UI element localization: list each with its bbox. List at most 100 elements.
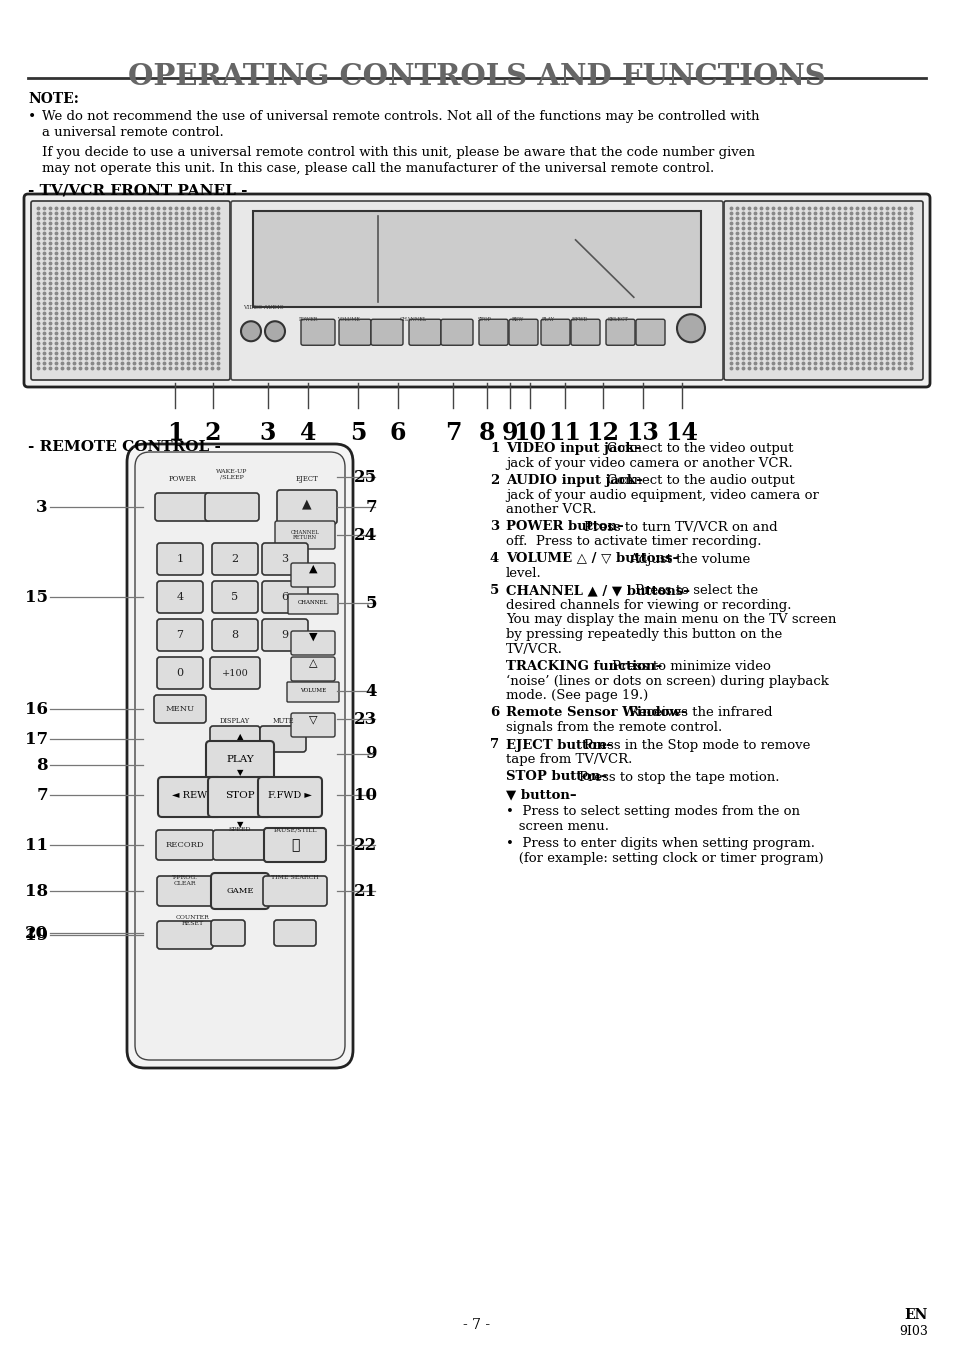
Circle shape	[241, 321, 261, 341]
Text: PAUSE/STILL: PAUSE/STILL	[273, 828, 316, 832]
FancyBboxPatch shape	[158, 776, 222, 817]
Text: Press to stop the tape motion.: Press to stop the tape motion.	[578, 771, 779, 783]
Text: ▽: ▽	[309, 714, 317, 724]
Text: 24: 24	[354, 527, 376, 543]
Text: Press in the Stop mode to remove: Press in the Stop mode to remove	[584, 739, 810, 751]
Text: REW: REW	[512, 317, 523, 322]
Text: 5: 5	[232, 592, 238, 603]
Text: 11: 11	[548, 421, 581, 445]
Text: 1: 1	[176, 554, 183, 563]
Text: off.  Press to activate timer recording.: off. Press to activate timer recording.	[505, 535, 760, 549]
FancyBboxPatch shape	[301, 319, 335, 345]
Text: VOLUME △ / ▽ buttons–: VOLUME △ / ▽ buttons–	[505, 553, 683, 566]
FancyBboxPatch shape	[156, 830, 213, 860]
Text: You may display the main menu on the TV screen: You may display the main menu on the TV …	[505, 613, 836, 627]
FancyBboxPatch shape	[212, 543, 257, 576]
FancyBboxPatch shape	[478, 319, 507, 345]
FancyBboxPatch shape	[154, 493, 211, 520]
Text: •  Press to select setting modes from the on: • Press to select setting modes from the…	[505, 806, 800, 818]
Text: 14: 14	[665, 421, 698, 445]
Text: CHANNEL
RETURN: CHANNEL RETURN	[291, 530, 319, 541]
FancyBboxPatch shape	[157, 921, 213, 949]
Text: 13: 13	[626, 421, 659, 445]
Text: 2: 2	[490, 474, 498, 487]
Text: 6: 6	[390, 421, 406, 445]
Text: Remote Sensor Window–: Remote Sensor Window–	[505, 706, 691, 720]
Text: 7: 7	[176, 630, 183, 640]
Text: ▼: ▼	[236, 768, 243, 778]
Text: 8: 8	[232, 630, 238, 640]
Text: 6: 6	[490, 706, 498, 720]
Text: signals from the remote control.: signals from the remote control.	[505, 721, 721, 735]
Text: EJECT: EJECT	[295, 474, 318, 483]
FancyBboxPatch shape	[211, 919, 245, 946]
FancyBboxPatch shape	[263, 876, 327, 906]
FancyBboxPatch shape	[157, 581, 203, 613]
FancyBboxPatch shape	[509, 319, 537, 345]
FancyBboxPatch shape	[409, 319, 440, 345]
FancyBboxPatch shape	[153, 696, 206, 723]
Text: MENU: MENU	[165, 705, 194, 713]
Text: 3: 3	[259, 421, 276, 445]
Text: CHANNEL: CHANNEL	[297, 600, 328, 605]
FancyBboxPatch shape	[231, 201, 722, 380]
Text: another VCR.: another VCR.	[505, 503, 596, 516]
FancyBboxPatch shape	[206, 741, 274, 780]
Text: F.FWD: F.FWD	[571, 317, 588, 322]
FancyBboxPatch shape	[274, 520, 335, 549]
Text: 3: 3	[490, 520, 498, 534]
FancyBboxPatch shape	[157, 543, 203, 576]
FancyBboxPatch shape	[208, 776, 272, 817]
Text: •: •	[28, 111, 36, 124]
FancyBboxPatch shape	[211, 874, 269, 909]
Text: 23: 23	[354, 710, 376, 728]
Text: 17: 17	[25, 731, 48, 748]
FancyBboxPatch shape	[213, 830, 267, 860]
Text: DISPLAY: DISPLAY	[220, 717, 250, 725]
Text: SELECT: SELECT	[607, 317, 628, 322]
Text: TRACKING function–: TRACKING function–	[505, 661, 666, 673]
Text: tape from TV/VCR.: tape from TV/VCR.	[505, 754, 632, 766]
Text: T-PROG.
CLEAR: T-PROG. CLEAR	[172, 875, 198, 886]
Text: Receives the infrared: Receives the infrared	[629, 706, 772, 720]
Text: - REMOTE CONTROL -: - REMOTE CONTROL -	[28, 439, 221, 454]
Text: STOP: STOP	[477, 317, 492, 322]
Text: 25: 25	[354, 469, 376, 485]
Text: If you decide to use a universal remote control with this unit, please be aware : If you decide to use a universal remote …	[42, 146, 754, 159]
FancyBboxPatch shape	[210, 656, 260, 689]
Text: GAME: GAME	[226, 887, 253, 895]
FancyBboxPatch shape	[30, 201, 230, 380]
Text: 5: 5	[490, 585, 498, 597]
Text: POWER: POWER	[169, 474, 196, 483]
Text: RECORD: RECORD	[166, 841, 204, 849]
Text: 4: 4	[490, 553, 498, 566]
Text: 7: 7	[490, 739, 498, 751]
Text: 5: 5	[365, 594, 376, 612]
Text: 2: 2	[205, 421, 221, 445]
Text: screen menu.: screen menu.	[505, 820, 608, 833]
FancyBboxPatch shape	[291, 563, 335, 586]
Text: SPEED: SPEED	[229, 828, 251, 832]
Text: VIDEO input jack–: VIDEO input jack–	[505, 442, 645, 456]
Text: desired channels for viewing or recording.: desired channels for viewing or recordin…	[505, 599, 791, 612]
Text: ‘noise’ (lines or dots on screen) during playback: ‘noise’ (lines or dots on screen) during…	[505, 674, 828, 687]
Text: MUTE: MUTE	[272, 717, 294, 725]
Text: F.FWD ►: F.FWD ►	[268, 790, 312, 799]
FancyBboxPatch shape	[338, 319, 371, 345]
Text: - 7 -: - 7 -	[463, 1318, 490, 1332]
FancyBboxPatch shape	[205, 493, 258, 520]
Text: POWER button–: POWER button–	[505, 520, 628, 534]
Text: Connect to the video output: Connect to the video output	[606, 442, 793, 456]
Text: 20: 20	[25, 925, 48, 941]
Text: - TV/VCR FRONT PANEL -: - TV/VCR FRONT PANEL -	[28, 183, 247, 198]
Text: 6: 6	[281, 592, 288, 603]
Text: 18: 18	[25, 883, 48, 899]
Text: 1: 1	[167, 421, 183, 445]
Bar	[253, 212, 700, 307]
Text: 8: 8	[36, 756, 48, 774]
Text: 21: 21	[354, 883, 376, 899]
Text: We do not recommend the use of universal remote controls. Not all of the functio: We do not recommend the use of universal…	[42, 111, 759, 123]
FancyBboxPatch shape	[262, 543, 308, 576]
FancyBboxPatch shape	[291, 631, 335, 655]
Text: PLAY: PLAY	[226, 755, 253, 763]
